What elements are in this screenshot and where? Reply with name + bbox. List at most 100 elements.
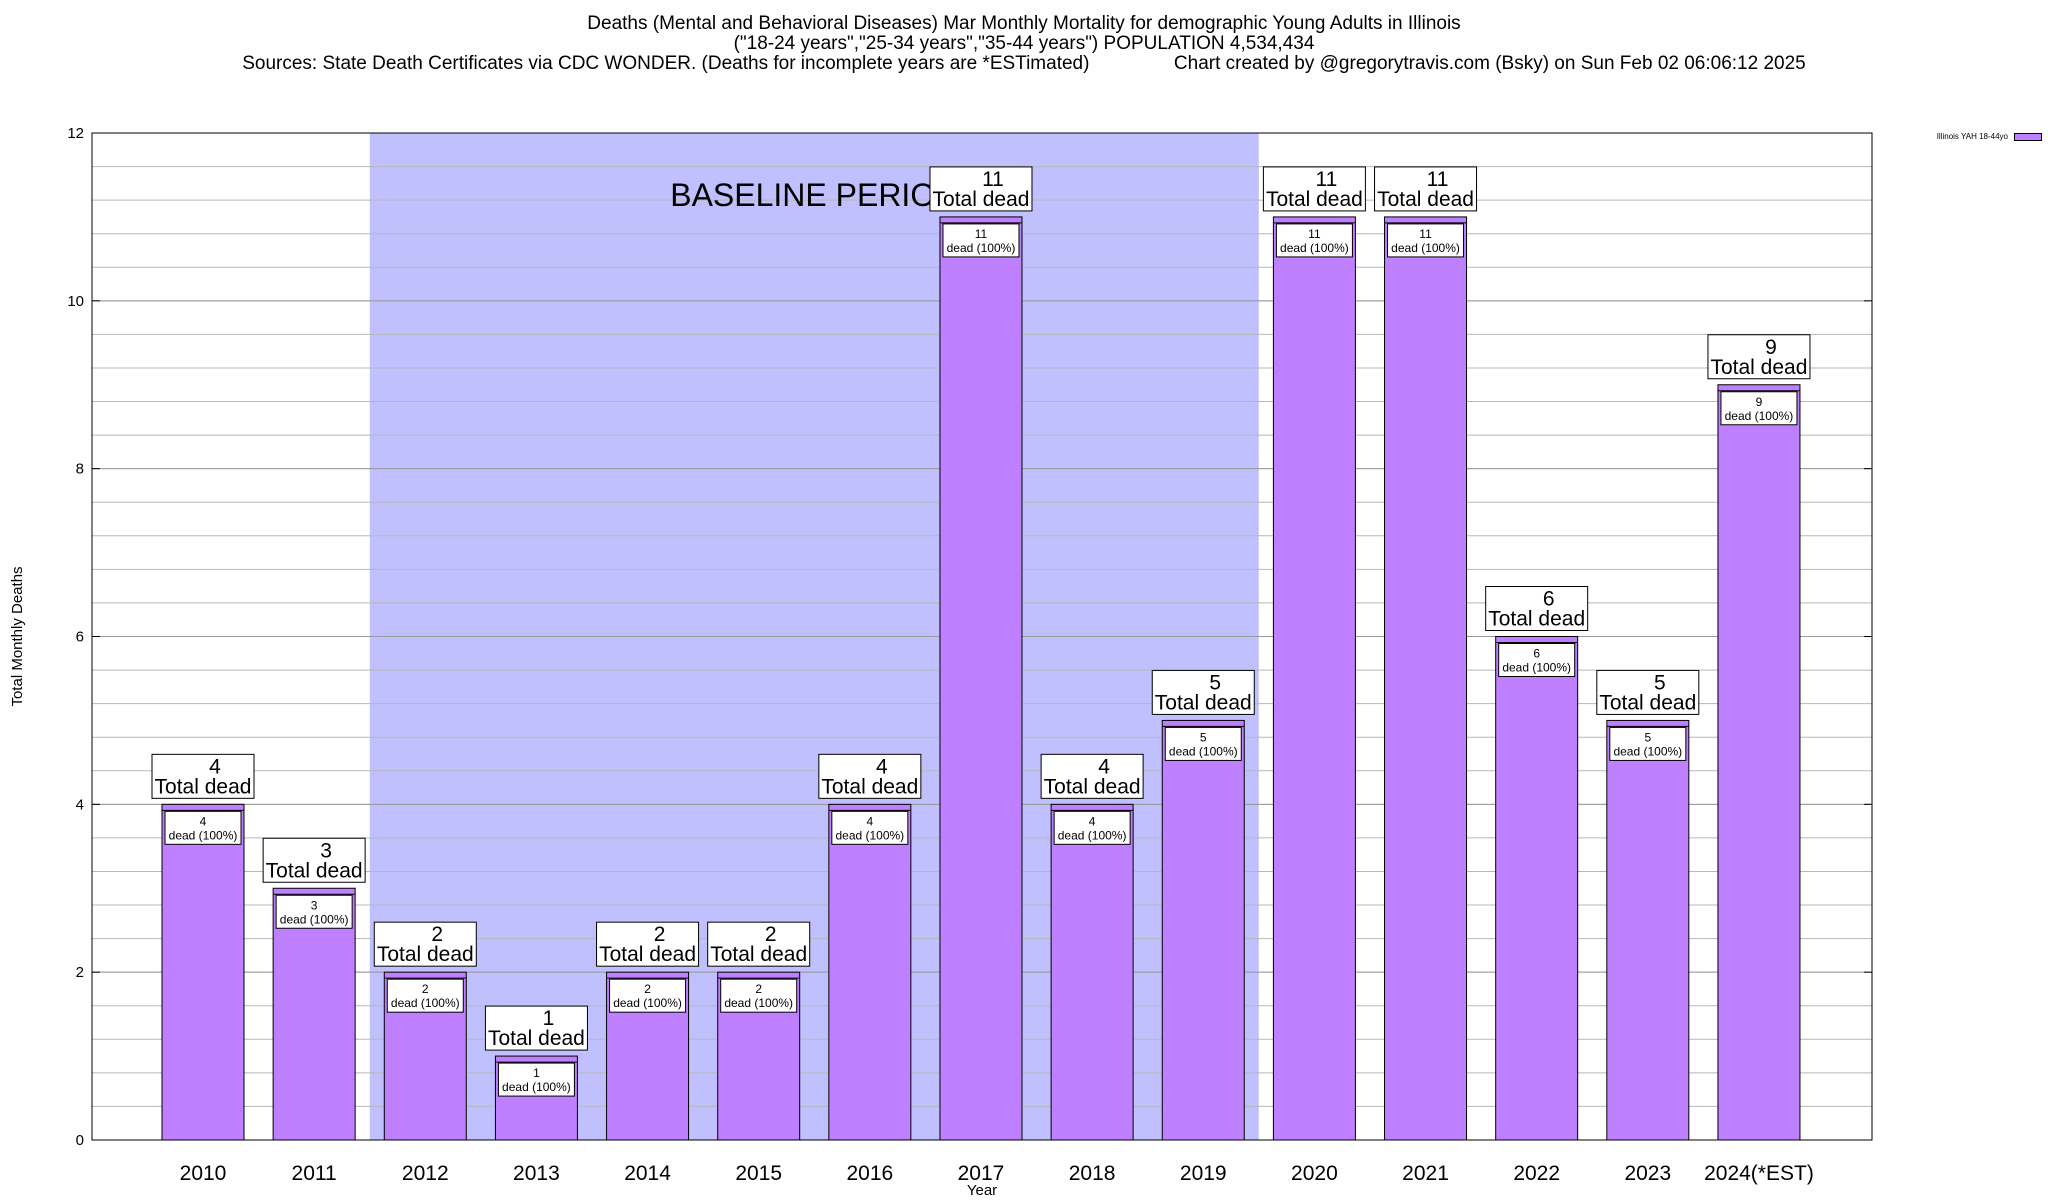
bar-value-label: 3 bbox=[320, 839, 332, 862]
bar-inner-label: dead (100%) bbox=[1613, 744, 1682, 758]
bar-inner-label-box bbox=[1275, 223, 1353, 258]
bar-inner-value: 11 bbox=[975, 227, 988, 241]
bar-value-label: 2 bbox=[654, 923, 666, 946]
bar-inner-label-box bbox=[1720, 391, 1798, 426]
bar-inner-label: dead (100%) bbox=[1502, 661, 1571, 675]
bar-value-label: 2 bbox=[431, 923, 443, 946]
bar-value-label: 4 bbox=[876, 755, 888, 778]
y-tick-label: 12 bbox=[67, 125, 84, 142]
bar-inner-label-box bbox=[1387, 223, 1465, 258]
bar-inner-label: dead (100%) bbox=[1169, 744, 1238, 758]
y-tick-label: 6 bbox=[76, 629, 84, 646]
bar-inner-label-box bbox=[942, 223, 1020, 258]
y-tick-label: 2 bbox=[76, 964, 84, 981]
bar-inner-label-box bbox=[386, 978, 464, 1013]
bar-inner-label-box bbox=[831, 810, 909, 845]
bar-value-label: 6 bbox=[1543, 588, 1555, 611]
bar-value-label: 5 bbox=[1654, 671, 1666, 694]
bar-inner-value: 2 bbox=[755, 982, 762, 996]
chart-subtitle: ("18-24 years","25-34 years","35-44 year… bbox=[733, 33, 1315, 54]
bar-inner-value: 6 bbox=[1533, 647, 1540, 661]
bar-inner-label: dead (100%) bbox=[613, 996, 682, 1010]
bar-value-label: 11 bbox=[1427, 168, 1449, 191]
bar-top-label-box bbox=[1262, 166, 1366, 212]
bar bbox=[828, 803, 912, 1141]
y-axis-label: Total Monthly Deaths bbox=[9, 566, 26, 706]
bar-top-label: Total dead bbox=[1044, 775, 1141, 798]
bar-inner-label-box bbox=[1609, 726, 1687, 761]
chart-sources-credit: Sources: State Death Certificates via CD… bbox=[0, 54, 2048, 74]
bar-inner-value: 9 bbox=[1756, 395, 1763, 409]
legend-swatch bbox=[2014, 132, 2042, 141]
bar-top-label: Total dead bbox=[1377, 188, 1474, 211]
baseline-period-label: BASELINE PERIOD bbox=[670, 177, 958, 213]
bar bbox=[1272, 216, 1356, 1141]
bar-inner-label: dead (100%) bbox=[1280, 241, 1349, 255]
bar-inner-label: dead (100%) bbox=[169, 828, 238, 842]
bar-top-label: Total dead bbox=[1155, 691, 1252, 714]
bar-top-label-box bbox=[1596, 669, 1700, 715]
x-tick-label: 2015 bbox=[735, 1162, 782, 1185]
bar-inner-value: 4 bbox=[866, 814, 873, 828]
bar-top-label-box bbox=[484, 1005, 588, 1051]
bar bbox=[1050, 803, 1134, 1141]
bar-top-label: Total dead bbox=[821, 775, 918, 798]
x-tick-label: 2013 bbox=[513, 1162, 560, 1185]
bar-inner-value: 1 bbox=[533, 1066, 540, 1080]
bar-value-label: 1 bbox=[543, 1007, 555, 1030]
bar-top-label: Total dead bbox=[266, 859, 363, 882]
bar-inner-label: dead (100%) bbox=[280, 912, 349, 926]
bar-top-label: Total dead bbox=[488, 1027, 585, 1050]
chart-sources: Sources: State Death Certificates via CD… bbox=[242, 53, 1090, 74]
bar-inner-value: 4 bbox=[200, 814, 207, 828]
bar bbox=[1606, 719, 1690, 1141]
bar-value-label: 4 bbox=[209, 755, 221, 778]
bar-inner-label-box bbox=[720, 978, 798, 1013]
bar-top-label: Total dead bbox=[1266, 188, 1363, 211]
bar-inner-label-box bbox=[1498, 643, 1576, 677]
bar-inner-label-box bbox=[1164, 726, 1242, 761]
bar-top-label-box bbox=[1374, 166, 1478, 212]
bar bbox=[272, 887, 356, 1141]
x-tick-label: 2010 bbox=[180, 1162, 227, 1185]
x-tick-label: 2012 bbox=[402, 1162, 449, 1185]
bar-inner-value: 5 bbox=[1644, 730, 1651, 744]
bar bbox=[1384, 216, 1468, 1141]
bar-inner-label-box bbox=[275, 894, 353, 929]
x-tick-label: 2017 bbox=[958, 1162, 1005, 1185]
bar bbox=[939, 216, 1023, 1141]
bar-inner-value: 3 bbox=[311, 898, 318, 912]
bar-value-label: 2 bbox=[765, 923, 777, 946]
bar-top-label: Total dead bbox=[1599, 691, 1696, 714]
x-tick-label: 2020 bbox=[1291, 1162, 1338, 1185]
bar-top-label-box bbox=[1040, 753, 1144, 799]
bar-top-label: Total dead bbox=[155, 775, 252, 798]
bar-top-label-box bbox=[1485, 586, 1589, 631]
x-tick-label: 2011 bbox=[292, 1162, 337, 1185]
chart-title: Deaths (Mental and Behavioral Diseases) … bbox=[587, 13, 1461, 34]
bar-top-label-box bbox=[373, 921, 477, 967]
bar-inner-label: dead (100%) bbox=[724, 996, 793, 1010]
bar bbox=[1161, 719, 1245, 1141]
bar-value-label: 4 bbox=[1098, 755, 1110, 778]
bar-top-label-box bbox=[262, 837, 366, 883]
y-tick-label: 8 bbox=[76, 461, 84, 478]
bar-inner-value: 2 bbox=[422, 982, 429, 996]
bar-inner-value: 11 bbox=[1308, 227, 1321, 241]
bar-top-label: Total dead bbox=[933, 188, 1030, 211]
bar-inner-label: dead (100%) bbox=[1391, 241, 1460, 255]
x-tick-label: 2024(*EST) bbox=[1704, 1162, 1814, 1185]
bar-inner-label-box bbox=[609, 978, 687, 1013]
bar-top-label: Total dead bbox=[599, 943, 696, 966]
bar-inner-value: 4 bbox=[1089, 814, 1096, 828]
bar-value-label: 9 bbox=[1765, 336, 1777, 359]
legend: Illinois YAH 18-44yo bbox=[1937, 132, 2042, 141]
bar bbox=[161, 803, 245, 1141]
x-tick-label: 2019 bbox=[1180, 1162, 1227, 1185]
bar-value-label: 11 bbox=[1315, 168, 1337, 191]
bar-inner-label: dead (100%) bbox=[502, 1080, 571, 1094]
bar bbox=[1495, 636, 1579, 1141]
chart-credit: Chart created by @gregorytravis.com (Bsk… bbox=[1173, 53, 1806, 74]
bar-inner-value: 5 bbox=[1200, 730, 1207, 744]
